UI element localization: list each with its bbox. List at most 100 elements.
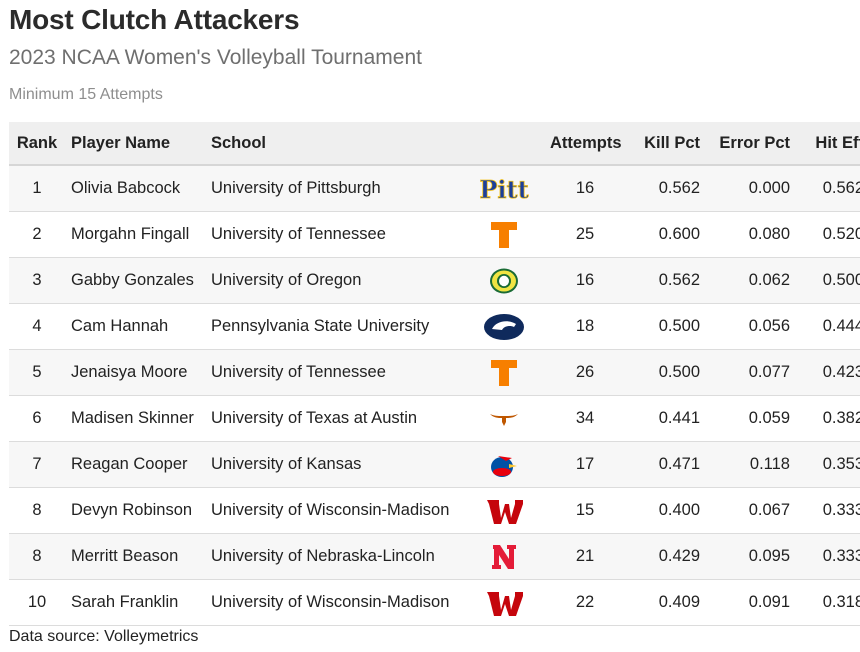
page-title: Most Clutch Attackers xyxy=(9,4,300,35)
table-row[interactable]: 6 Madisen Skinner University of Texas at A… xyxy=(9,395,860,442)
rank-cell: 5 xyxy=(9,349,65,396)
player-name-cell: Sarah Franklin xyxy=(65,579,205,626)
wisconsin-logo-icon xyxy=(478,588,530,618)
kill-pct-cell: 0.441 xyxy=(626,395,706,442)
table-row[interactable]: 4 Cam Hannah Pennsylvania State University… xyxy=(9,303,860,350)
header-logo xyxy=(464,122,544,166)
attempts-cell: 25 xyxy=(544,211,626,258)
table-row[interactable]: 8 Devyn Robinson University of Wisconsin-M… xyxy=(9,487,860,534)
player-name-cell: Reagan Cooper xyxy=(65,441,205,488)
rank-cell: 10 xyxy=(9,579,65,626)
table-row[interactable]: 5 Jenaisya Moore University of Tennessee 26… xyxy=(9,349,860,396)
logo-cell xyxy=(464,395,544,442)
header-error-pct[interactable]: Error Pct xyxy=(706,122,796,166)
hit-eff-cell: 0.318 xyxy=(796,579,860,626)
kill-pct-cell: 0.500 xyxy=(626,349,706,396)
attempts-cell: 18 xyxy=(544,303,626,350)
header-rank[interactable]: Rank xyxy=(9,122,65,166)
player-name-cell: Gabby Gonzales xyxy=(65,257,205,304)
attempts-cell: 34 xyxy=(544,395,626,442)
attackers-table-container: Rank Player Name School Attempts Kill Pc… xyxy=(9,122,860,626)
table-row[interactable]: 1 Olivia Babcock University of Pittsburgh P… xyxy=(9,165,860,212)
school-cell: University of Tennessee xyxy=(205,211,464,258)
kill-pct-cell: 0.400 xyxy=(626,487,706,534)
kill-pct-cell: 0.500 xyxy=(626,303,706,350)
school-cell: University of Nebraska-Lincoln xyxy=(205,533,464,580)
logo-cell xyxy=(464,533,544,580)
hit-eff-cell: 0.333 xyxy=(796,533,860,580)
logo-cell xyxy=(464,257,544,304)
player-name-cell: Cam Hannah xyxy=(65,303,205,350)
error-pct-cell: 0.059 xyxy=(706,395,796,442)
error-pct-cell: 0.095 xyxy=(706,533,796,580)
attempts-cell: 17 xyxy=(544,441,626,488)
attempts-cell: 26 xyxy=(544,349,626,396)
school-cell: University of Kansas xyxy=(205,441,464,488)
tennessee-logo-icon xyxy=(478,358,530,388)
school-cell: University of Pittsburgh xyxy=(205,165,464,212)
hit-eff-cell: 0.520 xyxy=(796,211,860,258)
player-name-cell: Olivia Babcock xyxy=(65,165,205,212)
attempts-cell: 15 xyxy=(544,487,626,534)
logo-cell xyxy=(464,303,544,350)
header-attempts[interactable]: Attempts xyxy=(544,122,626,166)
table-row[interactable]: 3 Gabby Gonzales University of Oregon 16 0.5… xyxy=(9,257,860,304)
rank-cell: 8 xyxy=(9,533,65,580)
texas-longhorn-logo-icon xyxy=(478,404,530,434)
tennessee-logo-icon xyxy=(478,220,530,250)
player-name-cell: Devyn Robinson xyxy=(65,487,205,534)
table-header-row: Rank Player Name School Attempts Kill Pc… xyxy=(9,122,860,166)
hit-eff-cell: 0.423 xyxy=(796,349,860,396)
header-kill-pct[interactable]: Kill Pct xyxy=(626,122,706,166)
logo-cell: Pitt xyxy=(464,165,544,212)
attempts-cell: 16 xyxy=(544,257,626,304)
table-row[interactable]: 7 Reagan Cooper University of Kansas 17 0.47… xyxy=(9,441,860,488)
oregon-logo-icon xyxy=(478,266,530,296)
error-pct-cell: 0.062 xyxy=(706,257,796,304)
rank-cell: 3 xyxy=(9,257,65,304)
kansas-jayhawk-logo-icon xyxy=(478,450,530,480)
header-school[interactable]: School xyxy=(205,122,464,166)
hit-eff-cell: 0.562 xyxy=(796,165,860,212)
page-subtitle: 2023 NCAA Women's Volleyball Tournament xyxy=(9,46,422,69)
rank-cell: 8 xyxy=(9,487,65,534)
error-pct-cell: 0.091 xyxy=(706,579,796,626)
table-row[interactable]: 2 Morgahn Fingall University of Tennessee 2… xyxy=(9,211,860,258)
table-body: 1 Olivia Babcock University of Pittsburgh P… xyxy=(9,165,860,626)
table-row[interactable]: 8 Merritt Beason University of Nebraska-Li… xyxy=(9,533,860,580)
player-name-cell: Jenaisya Moore xyxy=(65,349,205,396)
hit-eff-cell: 0.353 xyxy=(796,441,860,488)
header-player-name[interactable]: Player Name xyxy=(65,122,205,166)
wisconsin-logo-icon xyxy=(478,496,530,526)
error-pct-cell: 0.000 xyxy=(706,165,796,212)
rank-cell: 4 xyxy=(9,303,65,350)
error-pct-cell: 0.067 xyxy=(706,487,796,534)
table-note: Minimum 15 Attempts xyxy=(9,86,163,103)
attempts-cell: 21 xyxy=(544,533,626,580)
hit-eff-cell: 0.444 xyxy=(796,303,860,350)
nebraska-logo-icon xyxy=(478,542,530,572)
table-row[interactable]: 10 Sarah Franklin University of Wisconsin-… xyxy=(9,579,860,626)
hit-eff-cell: 0.333 xyxy=(796,487,860,534)
pitt-logo-icon: Pitt xyxy=(478,174,530,204)
attackers-table: Rank Player Name School Attempts Kill Pc… xyxy=(9,122,860,626)
logo-cell xyxy=(464,349,544,396)
logo-cell xyxy=(464,579,544,626)
error-pct-cell: 0.056 xyxy=(706,303,796,350)
error-pct-cell: 0.080 xyxy=(706,211,796,258)
logo-cell xyxy=(464,487,544,534)
logo-cell xyxy=(464,441,544,488)
player-name-cell: Merritt Beason xyxy=(65,533,205,580)
svg-text:Pitt: Pitt xyxy=(479,175,528,204)
header-hit-eff[interactable]: Hit Eff xyxy=(796,122,860,166)
school-cell: University of Oregon xyxy=(205,257,464,304)
logo-cell xyxy=(464,211,544,258)
rank-cell: 6 xyxy=(9,395,65,442)
attempts-cell: 16 xyxy=(544,165,626,212)
player-name-cell: Madisen Skinner xyxy=(65,395,205,442)
rank-cell: 7 xyxy=(9,441,65,488)
hit-eff-cell: 0.500 xyxy=(796,257,860,304)
hit-eff-cell: 0.382 xyxy=(796,395,860,442)
player-name-cell: Morgahn Fingall xyxy=(65,211,205,258)
school-cell: University of Tennessee xyxy=(205,349,464,396)
